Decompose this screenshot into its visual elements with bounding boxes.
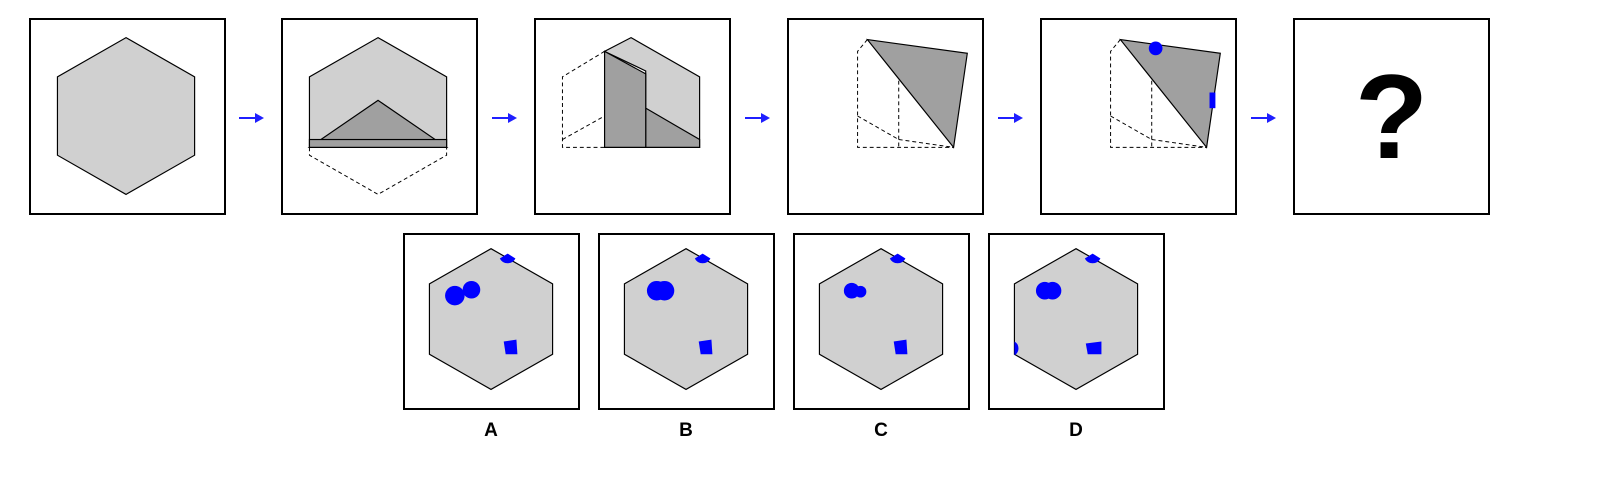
option-a-label[interactable]: A <box>484 420 498 441</box>
folded-triangle <box>1118 38 1221 149</box>
hole-circle-small <box>462 280 481 299</box>
step-1-figure <box>56 36 196 196</box>
step-4-panel <box>787 18 984 215</box>
inner-fold-dashed <box>1110 115 1152 140</box>
hole-circle-large <box>445 285 465 306</box>
step-2-panel <box>281 18 478 215</box>
step-3-panel <box>534 18 731 215</box>
arrow-icon <box>745 113 770 123</box>
hole-quad <box>698 339 713 355</box>
fold-edge-strip <box>308 138 448 148</box>
unfolded-hexagon <box>428 248 554 391</box>
unfolded-hexagon <box>1013 248 1139 391</box>
option-c-panel[interactable] <box>793 233 970 410</box>
unfolded-hexagon <box>818 248 944 391</box>
option-d-label[interactable]: D <box>1069 420 1083 441</box>
arrow-icon <box>492 113 517 123</box>
inner-fold-dashed <box>1151 139 1207 148</box>
hole-circle-right <box>654 280 675 301</box>
hole-quad <box>893 339 908 355</box>
option-c-label[interactable]: C <box>874 420 888 441</box>
original-outline-dashed <box>308 147 448 195</box>
hole-left-edge <box>1014 341 1019 356</box>
hole-quad <box>1085 341 1102 355</box>
step-3-figure <box>561 36 701 148</box>
question-panel: ? <box>1293 18 1490 215</box>
original-outline-dashed <box>1110 39 1207 148</box>
option-d-figure <box>1013 248 1139 391</box>
hexagon-sheet <box>56 36 196 196</box>
option-b-figure <box>623 248 749 391</box>
question-mark: ? <box>1354 49 1429 184</box>
hole-top-edge <box>889 253 906 264</box>
punched-hole-circle <box>1148 41 1163 56</box>
arrow-icon <box>998 113 1023 123</box>
hole-circle-right <box>1043 281 1062 300</box>
inner-fold-dashed <box>857 115 899 140</box>
folded-left-strip <box>603 50 647 148</box>
hole-circle-small <box>854 285 867 298</box>
hole-top-edge <box>1084 253 1101 264</box>
step-4-figure <box>857 38 968 149</box>
hole-top-edge <box>694 253 711 264</box>
step-5-panel <box>1040 18 1237 215</box>
step-5-figure <box>1110 38 1221 149</box>
arrow-icon <box>1251 113 1276 123</box>
folded-triangle <box>865 38 968 149</box>
punched-hole-square <box>1209 92 1216 109</box>
option-b-label[interactable]: B <box>679 420 693 441</box>
option-a-figure <box>428 248 554 391</box>
hole-quad <box>503 339 518 355</box>
original-left-dashed <box>561 50 605 148</box>
option-b-panel[interactable] <box>598 233 775 410</box>
unfolded-hexagon <box>623 248 749 391</box>
step-1-panel <box>29 18 226 215</box>
hole-top-edge <box>499 253 516 264</box>
inner-fold-dashed <box>898 139 954 148</box>
option-a-panel[interactable] <box>403 233 580 410</box>
original-outline-dashed <box>857 39 954 148</box>
option-c-figure <box>818 248 944 391</box>
arrow-icon <box>239 113 264 123</box>
option-d-panel[interactable] <box>988 233 1165 410</box>
step-2-figure <box>307 36 449 195</box>
inner-fold-dashed <box>562 115 605 140</box>
